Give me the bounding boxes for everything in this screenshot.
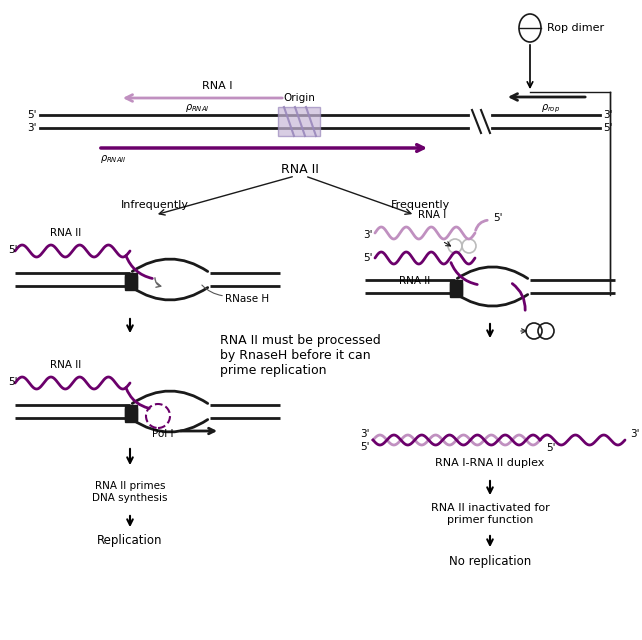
FancyArrowPatch shape <box>132 420 208 432</box>
FancyArrowPatch shape <box>457 267 528 278</box>
FancyArrowPatch shape <box>512 284 525 310</box>
Text: RNA II: RNA II <box>399 276 431 286</box>
Text: RNA II: RNA II <box>50 360 82 370</box>
FancyArrowPatch shape <box>476 220 487 230</box>
Text: 5': 5' <box>28 110 37 120</box>
FancyArrowPatch shape <box>202 285 222 296</box>
Text: No replication: No replication <box>449 555 531 568</box>
FancyArrowPatch shape <box>451 262 477 285</box>
Polygon shape <box>278 107 320 136</box>
FancyArrowPatch shape <box>457 294 528 306</box>
Text: Replication: Replication <box>97 534 163 547</box>
Text: $\rho_{rop}$: $\rho_{rop}$ <box>541 103 560 115</box>
Text: Pol I: Pol I <box>152 429 173 439</box>
FancyArrowPatch shape <box>132 391 208 403</box>
Text: RNA II primes
DNA synthesis: RNA II primes DNA synthesis <box>92 481 168 502</box>
Text: RNA I: RNA I <box>202 81 232 91</box>
Bar <box>125 276 137 288</box>
Text: 5': 5' <box>493 213 503 223</box>
Text: RNA II: RNA II <box>281 163 319 176</box>
Text: 5': 5' <box>8 245 18 255</box>
FancyArrowPatch shape <box>126 255 152 278</box>
Bar <box>450 283 462 295</box>
Text: RNA II inactivated for
primer function: RNA II inactivated for primer function <box>431 503 550 525</box>
Text: 5': 5' <box>361 442 370 452</box>
Bar <box>125 273 137 290</box>
Text: RNA II: RNA II <box>50 228 82 238</box>
Text: $\rho_{RNAI}$: $\rho_{RNAI}$ <box>185 102 209 114</box>
Text: Frequently: Frequently <box>390 200 449 210</box>
Text: 5': 5' <box>8 377 18 387</box>
Bar <box>450 280 462 297</box>
Text: 3': 3' <box>361 429 370 439</box>
Text: Rop dimer: Rop dimer <box>547 23 604 33</box>
Text: $\rho_{RNAII}$: $\rho_{RNAII}$ <box>100 153 126 165</box>
Bar <box>125 408 137 420</box>
Text: 3': 3' <box>363 230 373 240</box>
Text: 5': 5' <box>546 443 555 453</box>
Text: 3': 3' <box>630 429 639 439</box>
Bar <box>125 405 137 422</box>
Text: 5': 5' <box>363 253 373 263</box>
Text: Infrequently: Infrequently <box>121 200 189 210</box>
Text: RNA I-RNA II duplex: RNA I-RNA II duplex <box>435 458 544 468</box>
Text: 5': 5' <box>603 123 612 133</box>
Text: RNA I: RNA I <box>418 210 446 220</box>
Text: RNase H: RNase H <box>225 294 269 304</box>
FancyArrowPatch shape <box>132 259 208 271</box>
Text: RNA II must be processed
by RnaseH before it can
prime replication: RNA II must be processed by RnaseH befor… <box>220 334 381 377</box>
Text: 3': 3' <box>28 123 37 133</box>
FancyArrowPatch shape <box>155 278 160 287</box>
Text: Origin: Origin <box>283 93 315 103</box>
FancyArrowPatch shape <box>126 388 150 408</box>
Text: 3': 3' <box>603 110 612 120</box>
FancyArrowPatch shape <box>132 287 208 300</box>
